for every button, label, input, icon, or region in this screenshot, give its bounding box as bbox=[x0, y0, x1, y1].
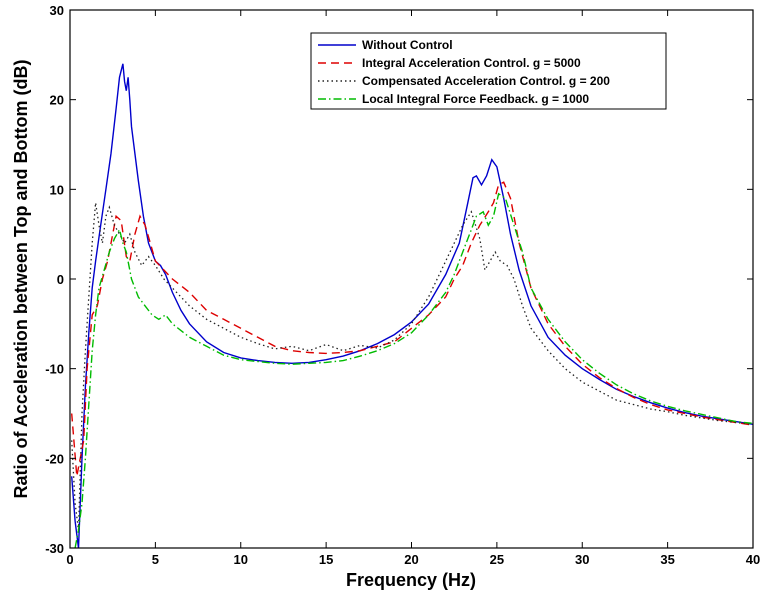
legend-label-3: Compensated Acceleration Control. g = 20… bbox=[362, 74, 610, 88]
x-tick-label: 0 bbox=[66, 552, 73, 567]
series-line-4 bbox=[74, 192, 754, 549]
y-tick-label: 10 bbox=[50, 182, 64, 197]
x-tick-label: 35 bbox=[660, 552, 674, 567]
x-tick-label: 20 bbox=[404, 552, 418, 567]
x-tick-label: 5 bbox=[152, 552, 159, 567]
y-tick-label: 20 bbox=[50, 93, 64, 108]
x-axis-ticks: 0 5 10 15 20 25 30 35 40 bbox=[66, 10, 760, 567]
legend-label-2: Integral Acceleration Control. g = 5000 bbox=[362, 56, 581, 70]
y-tick-label: -30 bbox=[45, 541, 64, 556]
series-line-2 bbox=[71, 181, 754, 477]
legend: Without Control Integral Acceleration Con… bbox=[310, 32, 667, 110]
y-tick-label: 0 bbox=[57, 272, 64, 287]
y-axis-ticks: -30 -20 -10 0 10 20 30 bbox=[45, 3, 753, 556]
legend-label-4: Local Integral Force Feedback. g = 1000 bbox=[362, 92, 589, 106]
x-tick-label: 25 bbox=[490, 552, 504, 567]
x-axis-label: Frequency (Hz) bbox=[346, 570, 476, 590]
series-line-3 bbox=[71, 202, 754, 531]
x-tick-label: 10 bbox=[234, 552, 248, 567]
y-axis-label: Ratio of Acceleration between Top and Bo… bbox=[11, 59, 31, 498]
x-tick-label: 15 bbox=[319, 552, 333, 567]
y-tick-label: -20 bbox=[45, 451, 64, 466]
y-tick-label: -10 bbox=[45, 362, 64, 377]
x-tick-label: 30 bbox=[575, 552, 589, 567]
x-tick-label: 40 bbox=[746, 552, 760, 567]
series-layer bbox=[71, 63, 754, 549]
y-tick-label: 30 bbox=[50, 3, 64, 18]
series-line-1 bbox=[71, 63, 754, 549]
legend-label-1: Without Control bbox=[362, 38, 453, 52]
legend-box bbox=[310, 32, 667, 110]
